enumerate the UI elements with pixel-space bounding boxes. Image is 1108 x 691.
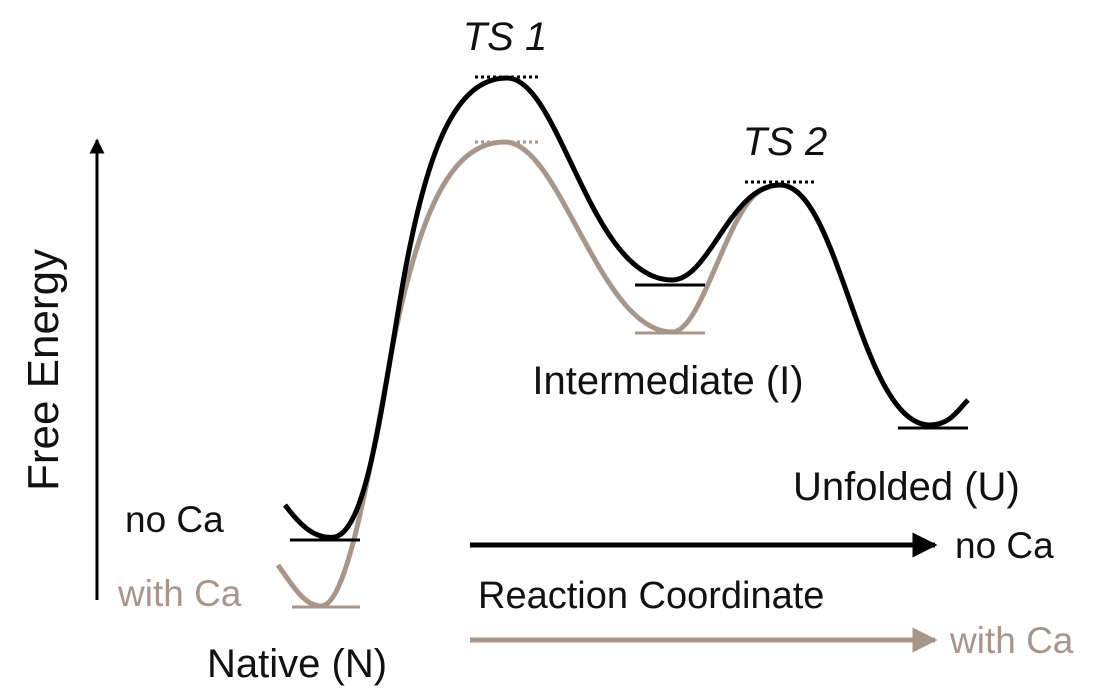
y-axis-label: Free Energy: [19, 249, 68, 491]
levels: [290, 75, 968, 609]
with-ca-curve: [275, 139, 771, 609]
x-axis-label: Reaction Coordinate: [478, 575, 824, 617]
ts1-label: TS 1: [463, 15, 547, 59]
with-ca-left: with Ca: [117, 573, 242, 614]
no-ca-right: no Ca: [955, 525, 1054, 566]
native-label: Native (N): [207, 642, 387, 686]
no-ca-left: no Ca: [125, 499, 224, 540]
intermediate-label: Intermediate (I): [532, 359, 803, 403]
no-ca-curve: [283, 75, 970, 540]
with-ca-right: with Ca: [949, 620, 1074, 661]
ts2-label: TS 2: [743, 120, 827, 164]
unfolded-label: Unfolded (U): [793, 465, 1020, 509]
